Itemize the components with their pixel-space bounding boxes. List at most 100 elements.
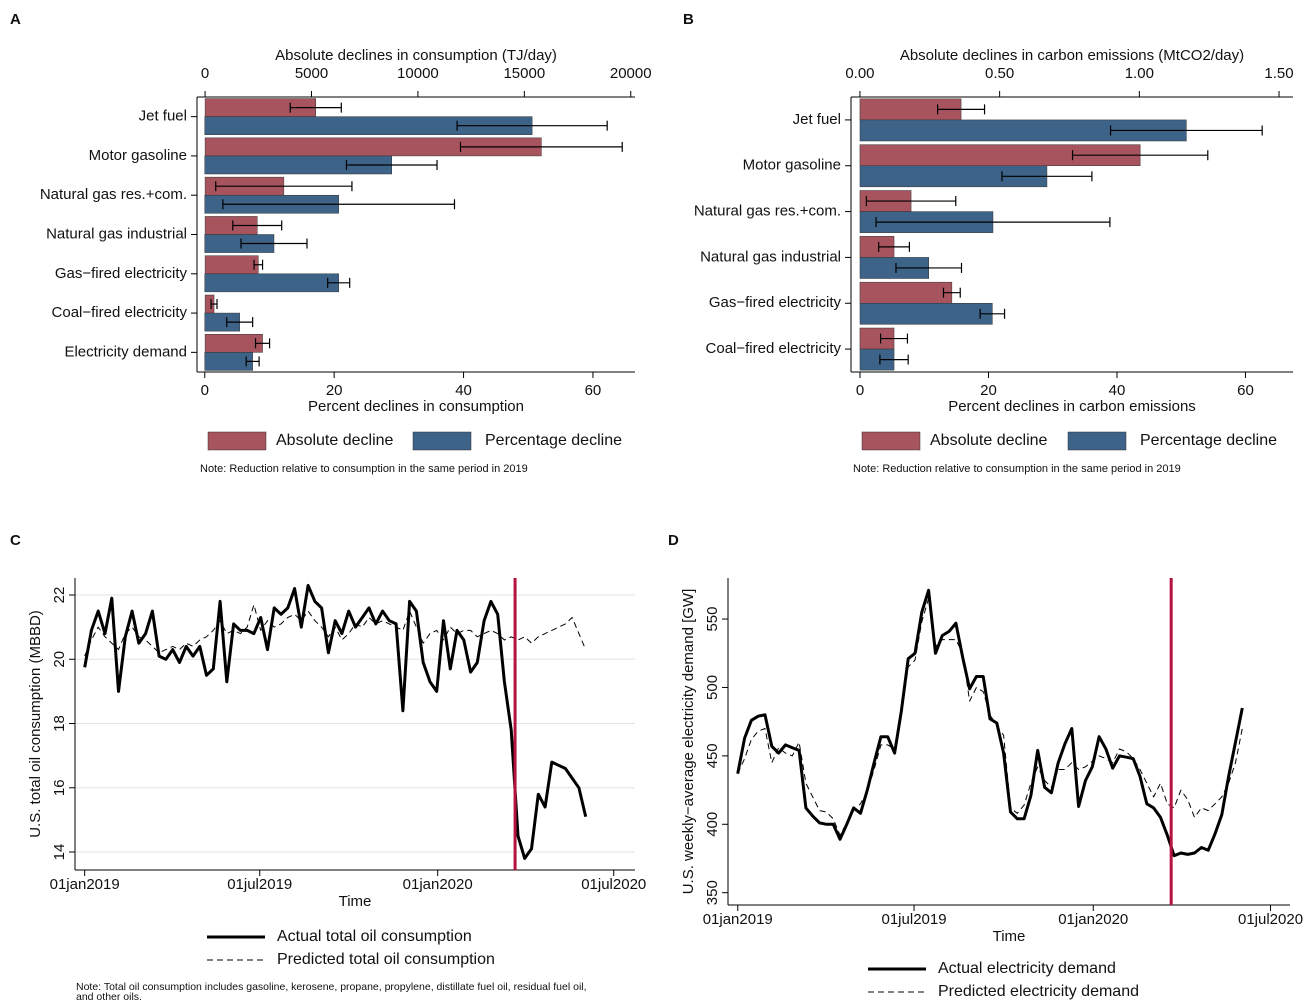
y-tick-label: 550: [704, 607, 721, 632]
panel-label: A: [10, 11, 21, 28]
error-bar: [1071, 150, 1209, 161]
x-tick-label: 01jul2020: [581, 876, 646, 893]
bar: [204, 255, 259, 275]
error-bar: [226, 317, 254, 328]
x2-tick-label: 20000: [610, 65, 652, 82]
panel-label: D: [668, 532, 679, 549]
legend-label: Percentage decline: [1140, 432, 1277, 449]
note: Note: Reduction relative to consumption …: [853, 463, 1181, 475]
x-tick-label: 40: [1109, 382, 1126, 399]
legend-label: Predicted total oil consumption: [277, 951, 495, 968]
x-tick-label: 01jan2019: [703, 911, 773, 928]
x-axis-title: Time: [993, 928, 1026, 945]
y-tick-label: 500: [704, 675, 721, 700]
error-bar: [875, 217, 1111, 228]
y-tick-label: 14: [51, 844, 68, 861]
error-bar: [240, 238, 308, 249]
x2-tick-label: 5000: [295, 65, 328, 82]
error-bar: [232, 220, 283, 231]
y-tick-label: Coal−fired electricity: [706, 340, 842, 357]
x-tick-label: 0: [201, 382, 209, 399]
y-axis-title: U.S. total oil consumption (MBBD): [27, 610, 44, 838]
error-bar: [1001, 171, 1093, 182]
x2-tick-label: 10000: [397, 65, 439, 82]
x2-tick-label: 1.00: [1125, 65, 1154, 82]
y-tick-label: 20: [51, 651, 68, 668]
x-tick-label: 20: [326, 382, 343, 399]
error-bar: [289, 102, 342, 113]
x2-tick-label: 1.50: [1264, 65, 1293, 82]
error-bar: [253, 259, 264, 270]
x-tick-label: 01jan2020: [403, 876, 473, 893]
x2-tick-label: 0: [201, 65, 209, 82]
legend-swatch: [412, 431, 472, 451]
bar: [204, 334, 263, 353]
line-series: [84, 604, 587, 657]
line-series: [737, 598, 1243, 836]
error-bar: [979, 308, 1006, 319]
x2-tick-label: 15000: [503, 65, 545, 82]
line-series: [83, 583, 588, 860]
error-bar: [880, 333, 909, 344]
x-tick-label: 01jul2020: [1238, 911, 1303, 928]
x-tick-label: 60: [585, 382, 602, 399]
y-tick-label: Jet fuel: [793, 111, 841, 128]
bar: [859, 303, 993, 325]
y-tick-label: 22: [51, 587, 68, 604]
error-bar: [878, 241, 910, 252]
error-bar: [456, 120, 608, 131]
note: Note: Reduction relative to consumption …: [200, 463, 528, 475]
y-tick-label: Natural gas res.+com.: [40, 186, 187, 203]
x2-tick-label: 0.50: [985, 65, 1014, 82]
y-tick-label: Coal−fired electricity: [52, 304, 188, 321]
x-tick-label: 01jul2019: [227, 876, 292, 893]
y-tick-label: Natural gas industrial: [46, 225, 187, 242]
error-bar: [459, 141, 623, 152]
y-tick-label: Natural gas industrial: [700, 248, 841, 265]
y-tick-label: Jet fuel: [139, 108, 187, 125]
y-tick-label: Natural gas res.+com.: [694, 203, 841, 220]
legend-label: Predicted electricity demand: [938, 983, 1139, 1000]
x2-axis-title: Absolute declines in carbon emissions (M…: [900, 47, 1244, 64]
y-tick-label: Electricity demand: [64, 343, 187, 360]
bar: [859, 281, 953, 304]
legend-swatch: [861, 431, 921, 451]
y-axis-title: U.S. weekly−average electricity demand […: [680, 589, 697, 895]
error-bar: [895, 262, 963, 273]
legend-label: Actual total oil consumption: [277, 928, 472, 945]
note: Note: Total oil consumption includes gas…: [76, 981, 587, 1003]
error-bar: [1109, 125, 1263, 136]
error-bar: [245, 356, 260, 367]
legend-label: Actual electricity demand: [938, 960, 1116, 977]
y-tick-label: 18: [51, 715, 68, 732]
y-tick-label: 350: [704, 880, 721, 905]
error-bar: [865, 196, 957, 207]
x2-tick-label: 0.00: [845, 65, 874, 82]
legend-label: Percentage decline: [485, 432, 622, 449]
x-axis-title: Percent declines in carbon emissions: [948, 398, 1196, 415]
x-tick-label: 40: [455, 382, 472, 399]
line-series: [736, 588, 1244, 858]
x-axis-title: Time: [339, 893, 372, 910]
x-tick-label: 01jan2020: [1058, 911, 1128, 928]
error-bar: [942, 287, 961, 298]
y-tick-label: 450: [704, 743, 721, 768]
y-tick-label: Gas−fired electricity: [55, 265, 188, 282]
y-tick-label: Motor gasoline: [743, 157, 841, 174]
legend-label: Absolute decline: [930, 432, 1048, 449]
x-tick-label: 60: [1237, 382, 1254, 399]
error-bar: [210, 299, 218, 310]
y-tick-label: 400: [704, 812, 721, 837]
y-tick-label: Motor gasoline: [89, 147, 187, 164]
error-bar: [327, 277, 351, 288]
legend-label: Absolute decline: [276, 432, 394, 449]
x-tick-label: 01jul2019: [882, 911, 947, 928]
y-tick-label: Gas−fired electricity: [709, 294, 842, 311]
panel-label: C: [10, 532, 21, 549]
y-tick-label: 16: [51, 779, 68, 796]
x-tick-label: 20: [980, 382, 997, 399]
x-tick-label: 01jan2019: [50, 876, 120, 893]
error-bar: [937, 104, 986, 115]
